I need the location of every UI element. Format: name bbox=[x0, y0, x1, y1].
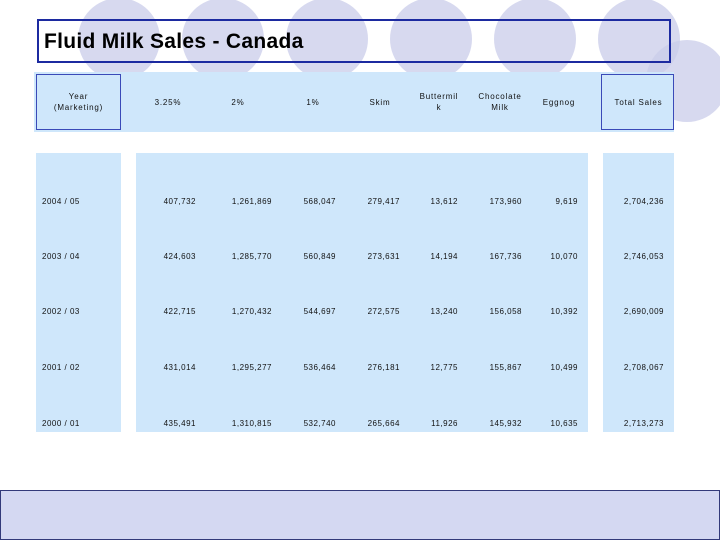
cell-buttermilk: 14,194 bbox=[430, 252, 458, 261]
header-year: Year (Marketing) bbox=[53, 92, 104, 112]
cell-3-25-percent: 431,014 bbox=[163, 363, 196, 372]
cell-buttermilk: 11,926 bbox=[431, 419, 458, 428]
cell-1-percent: 544,697 bbox=[303, 307, 336, 316]
cell-skim: 279,417 bbox=[367, 197, 400, 206]
cell-eggnog: 10,499 bbox=[550, 363, 578, 372]
cell-chocolate-milk: 173,960 bbox=[489, 197, 522, 206]
cell-year: 2003 / 04 bbox=[42, 252, 80, 261]
year-column-background bbox=[36, 153, 121, 432]
footer-box bbox=[0, 490, 720, 540]
cell-year: 2000 / 01 bbox=[42, 419, 80, 428]
cell-total-sales: 2,708,067 bbox=[623, 363, 664, 372]
cell-eggnog: 10,635 bbox=[550, 419, 578, 428]
header-year-frame bbox=[36, 74, 121, 130]
cell-eggnog: 10,392 bbox=[550, 307, 578, 316]
cell-3-25-percent: 435,491 bbox=[163, 419, 196, 428]
cell-chocolate-milk: 167,736 bbox=[489, 252, 522, 261]
cell-2-percent: 1,285,770 bbox=[231, 252, 272, 261]
cell-1-percent: 560,849 bbox=[303, 252, 336, 261]
cell-skim: 265,664 bbox=[367, 419, 400, 428]
cell-chocolate-milk: 155,867 bbox=[489, 363, 522, 372]
cell-year: 2001 / 02 bbox=[42, 363, 80, 372]
cell-eggnog: 9,619 bbox=[555, 197, 578, 206]
cell-total-sales: 2,713,273 bbox=[623, 419, 664, 428]
header-eggnog: Eggnog bbox=[542, 97, 576, 107]
slide-title: Fluid Milk Sales - Canada bbox=[44, 30, 304, 53]
cell-2-percent: 1,295,277 bbox=[231, 363, 272, 372]
header-total-sales: Total Sales bbox=[614, 97, 663, 107]
cell-total-sales: 2,690,009 bbox=[623, 307, 664, 316]
cell-year: 2002 / 03 bbox=[42, 307, 80, 316]
cell-buttermilk: 13,612 bbox=[430, 197, 458, 206]
cell-2-percent: 1,270,432 bbox=[231, 307, 272, 316]
cell-year: 2004 / 05 bbox=[42, 197, 80, 206]
cell-1-percent: 532,740 bbox=[303, 419, 336, 428]
title-frame bbox=[37, 19, 671, 63]
cell-1-percent: 568,047 bbox=[303, 197, 336, 206]
header-2-percent: 2% bbox=[231, 97, 245, 107]
cell-3-25-percent: 422,715 bbox=[163, 307, 196, 316]
decorative-circle bbox=[182, 0, 264, 80]
cell-skim: 273,631 bbox=[367, 252, 400, 261]
cell-1-percent: 536,464 bbox=[303, 363, 336, 372]
cell-total-sales: 2,746,053 bbox=[623, 252, 664, 261]
cell-skim: 272,575 bbox=[367, 307, 400, 316]
cell-eggnog: 10,070 bbox=[550, 252, 578, 261]
cell-buttermilk: 12,775 bbox=[430, 363, 458, 372]
header-total-frame bbox=[601, 74, 674, 130]
cell-3-25-percent: 424,603 bbox=[163, 252, 196, 261]
cell-3-25-percent: 407,732 bbox=[163, 197, 196, 206]
cell-2-percent: 1,310,815 bbox=[231, 419, 272, 428]
decorative-circle bbox=[390, 0, 472, 80]
decorative-circle bbox=[286, 0, 368, 80]
total-column-background bbox=[603, 153, 674, 432]
header-skim: Skim bbox=[369, 97, 391, 107]
cell-total-sales: 2,704,236 bbox=[623, 197, 664, 206]
header-buttermilk: Buttermil k bbox=[419, 92, 459, 112]
header-3-25-percent: 3.25% bbox=[154, 97, 182, 107]
cell-chocolate-milk: 156,058 bbox=[489, 307, 522, 316]
cell-buttermilk: 13,240 bbox=[430, 307, 458, 316]
cell-2-percent: 1,261,869 bbox=[231, 197, 272, 206]
decorative-circle bbox=[78, 0, 160, 80]
data-columns-background bbox=[136, 153, 588, 432]
table-header-band bbox=[34, 72, 674, 132]
cell-skim: 276,181 bbox=[367, 363, 400, 372]
header-1-percent: 1% bbox=[306, 97, 320, 107]
cell-chocolate-milk: 145,932 bbox=[489, 419, 522, 428]
decorative-circle bbox=[494, 0, 576, 80]
header-chocolate-milk: Chocolate Milk bbox=[478, 92, 522, 112]
